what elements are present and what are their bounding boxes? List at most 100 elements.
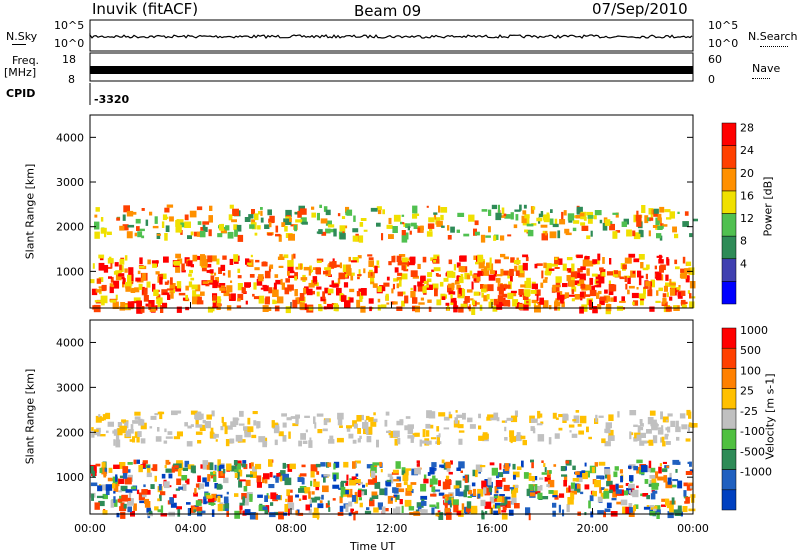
echo-cell — [343, 461, 349, 468]
echo-cell — [94, 214, 98, 218]
echo-cell — [417, 281, 423, 287]
echo-cell — [225, 439, 230, 447]
echo-cell — [278, 511, 284, 520]
echo-cell — [195, 431, 203, 435]
echo-cell — [288, 233, 295, 241]
echo-cell — [655, 471, 659, 479]
echo-cell — [393, 430, 400, 438]
echo-cell — [413, 225, 418, 229]
echo-cell — [137, 231, 143, 238]
echo-cell — [636, 210, 639, 216]
echo-cell — [98, 254, 105, 259]
echo-cell — [684, 211, 689, 216]
echo-cell — [305, 429, 308, 433]
echo-cell — [150, 415, 157, 420]
echo-cell — [454, 417, 458, 424]
echo-cell — [688, 508, 696, 512]
echo-cell — [226, 491, 229, 495]
echo-cell — [457, 424, 464, 429]
echo-cell — [366, 436, 372, 443]
echo-cell — [498, 284, 505, 288]
echo-cell — [305, 504, 310, 511]
echo-cell — [489, 506, 493, 515]
echo-cell — [134, 287, 140, 293]
echo-cell — [663, 475, 668, 483]
echo-cell — [542, 300, 549, 308]
echo-cell — [660, 264, 666, 271]
echo-cell — [471, 281, 474, 290]
echo-cell — [279, 475, 283, 482]
echo-cell — [496, 485, 503, 489]
echo-cell — [155, 271, 160, 275]
echo-cell — [349, 297, 354, 303]
x-tick-label: 04:00 — [175, 522, 207, 535]
echo-cell — [665, 481, 673, 489]
echo-cell — [450, 301, 456, 305]
echo-cell — [623, 490, 629, 496]
echo-cell — [458, 461, 465, 469]
echo-cell — [213, 272, 217, 276]
echo-cell — [235, 434, 243, 442]
echo-cell — [201, 259, 208, 267]
echo-cell — [650, 279, 655, 288]
echo-cell — [284, 225, 288, 232]
echo-cell — [615, 212, 619, 218]
echo-cell — [157, 427, 160, 432]
echo-cell — [566, 504, 570, 513]
echo-cell — [313, 281, 317, 285]
echo-cell — [638, 277, 642, 286]
echo-cell — [298, 440, 302, 447]
echo-cell — [649, 479, 653, 485]
echo-cell — [264, 478, 268, 484]
echo-cell — [401, 300, 405, 307]
echo-cell — [357, 274, 362, 277]
echo-cell — [101, 466, 105, 475]
echo-cell — [658, 466, 662, 474]
echo-cell — [186, 502, 191, 505]
echo-cell — [615, 230, 621, 233]
echo-cell — [641, 205, 646, 213]
velocity-ylabel: Slant Range [km] — [23, 368, 37, 465]
echo-cell — [202, 460, 209, 465]
echo-cell — [239, 479, 246, 482]
echo-cell — [101, 285, 106, 292]
echo-cell — [472, 488, 477, 496]
echo-cell — [601, 271, 606, 278]
echo-cell — [220, 264, 226, 271]
echo-cell — [653, 208, 659, 214]
echo-cell — [237, 234, 244, 242]
echo-cell — [136, 436, 140, 443]
echo-cell — [166, 204, 174, 208]
echo-cell — [165, 436, 173, 439]
echo-cell — [689, 301, 695, 308]
echo-cell — [285, 306, 291, 314]
echo-cell — [554, 257, 558, 261]
echo-cell — [466, 501, 472, 509]
echo-cell — [113, 280, 120, 289]
echo-cell — [176, 462, 182, 468]
echo-cell — [467, 489, 473, 495]
echo-cell — [103, 471, 107, 477]
echo-cell — [500, 268, 504, 276]
echo-cell — [428, 217, 435, 223]
echo-cell — [633, 300, 639, 306]
echo-cell — [594, 285, 598, 288]
echo-cell — [682, 506, 688, 513]
echo-cell — [281, 282, 285, 290]
nsky-tick-top: 10^5 — [54, 19, 85, 32]
echo-cell — [401, 235, 408, 243]
echo-cell — [543, 262, 547, 269]
echo-cell — [477, 270, 484, 276]
echo-cell — [561, 474, 568, 477]
echo-cell — [380, 469, 383, 473]
echo-cell — [533, 303, 536, 307]
echo-cell — [299, 473, 307, 477]
echo-cell — [336, 437, 344, 443]
echo-cell — [184, 214, 189, 221]
echo-cell — [512, 291, 517, 297]
echo-cell — [219, 464, 225, 469]
echo-cell — [441, 464, 445, 469]
echo-cell — [139, 500, 146, 504]
echo-cell — [443, 502, 451, 506]
echo-cell — [645, 466, 651, 473]
